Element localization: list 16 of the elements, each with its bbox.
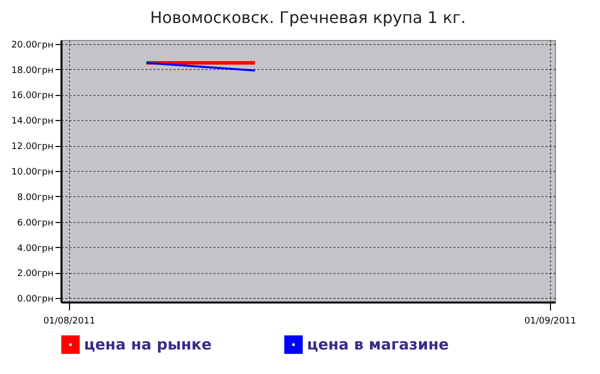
y-tick-label: 18.00грн — [11, 66, 54, 76]
y-tick-label: 14.00грн — [11, 116, 54, 127]
y-tick-label: 12.00грн — [11, 142, 54, 152]
y-tick-label: 4.00грн — [17, 244, 54, 254]
y-tick-label: 0.00грн — [17, 294, 54, 305]
chart-title: Новомосковск. Гречневая крупа 1 кг. — [150, 8, 466, 27]
y-tick-label: 8.00грн — [17, 192, 54, 203]
y-tick-label: 6.00грн — [17, 218, 54, 228]
y-tick-label: 2.00грн — [17, 269, 54, 280]
x-tick-label: 01/09/2011 — [524, 316, 576, 326]
y-tick-label: 20.00грн — [11, 40, 54, 50]
x-tick-label: 01/08/2011 — [43, 316, 96, 326]
legend-label: цена на рынке — [84, 336, 212, 354]
y-tick-label: 10.00грн — [11, 168, 54, 178]
y-tick-label: 16.00грн — [11, 91, 54, 102]
legend-label: цена в магазине — [307, 336, 449, 354]
